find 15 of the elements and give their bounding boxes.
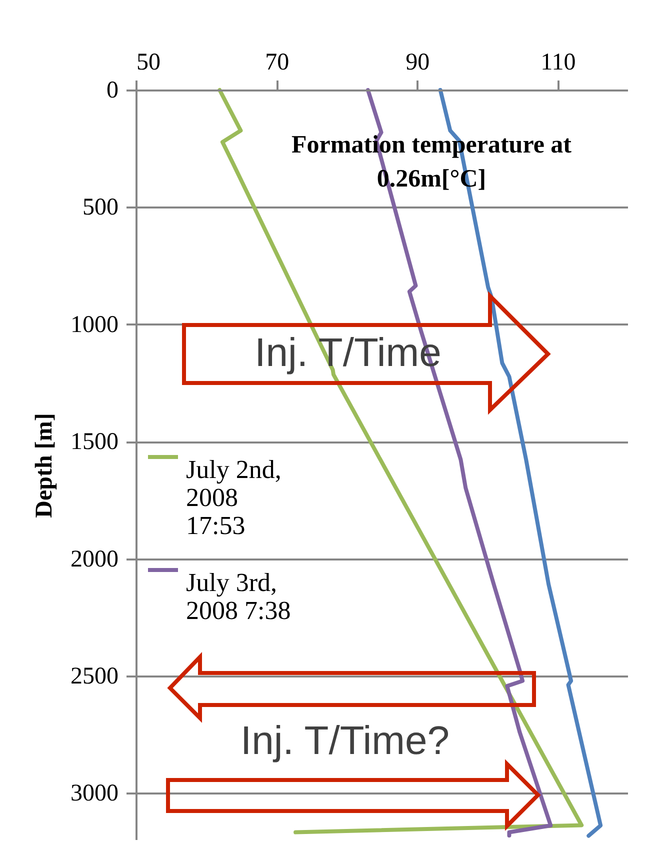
x-tick-label: 110 bbox=[540, 50, 576, 76]
y-tick-label: 3000 bbox=[70, 780, 118, 807]
x-tick-label: 50 bbox=[136, 50, 160, 76]
y-tick-label: 0 bbox=[106, 78, 118, 104]
legend-label: July 2nd, 2008 17:53 bbox=[186, 455, 282, 540]
y-tick-label: 2000 bbox=[70, 546, 118, 572]
y-axis-title: Depth [m] bbox=[32, 413, 58, 518]
legend-label: July 3rd, 2008 7:38 bbox=[186, 568, 291, 625]
y-tick-label: 500 bbox=[82, 194, 118, 221]
x-tick-label: 70 bbox=[265, 50, 290, 76]
y-tick-label: 1500 bbox=[70, 429, 118, 456]
y-tick-label: 2500 bbox=[70, 663, 118, 690]
y-tick-label: 1000 bbox=[70, 312, 118, 338]
x-tick-label: 90 bbox=[406, 50, 430, 76]
annotation: Inj. T/Time? bbox=[240, 719, 450, 763]
